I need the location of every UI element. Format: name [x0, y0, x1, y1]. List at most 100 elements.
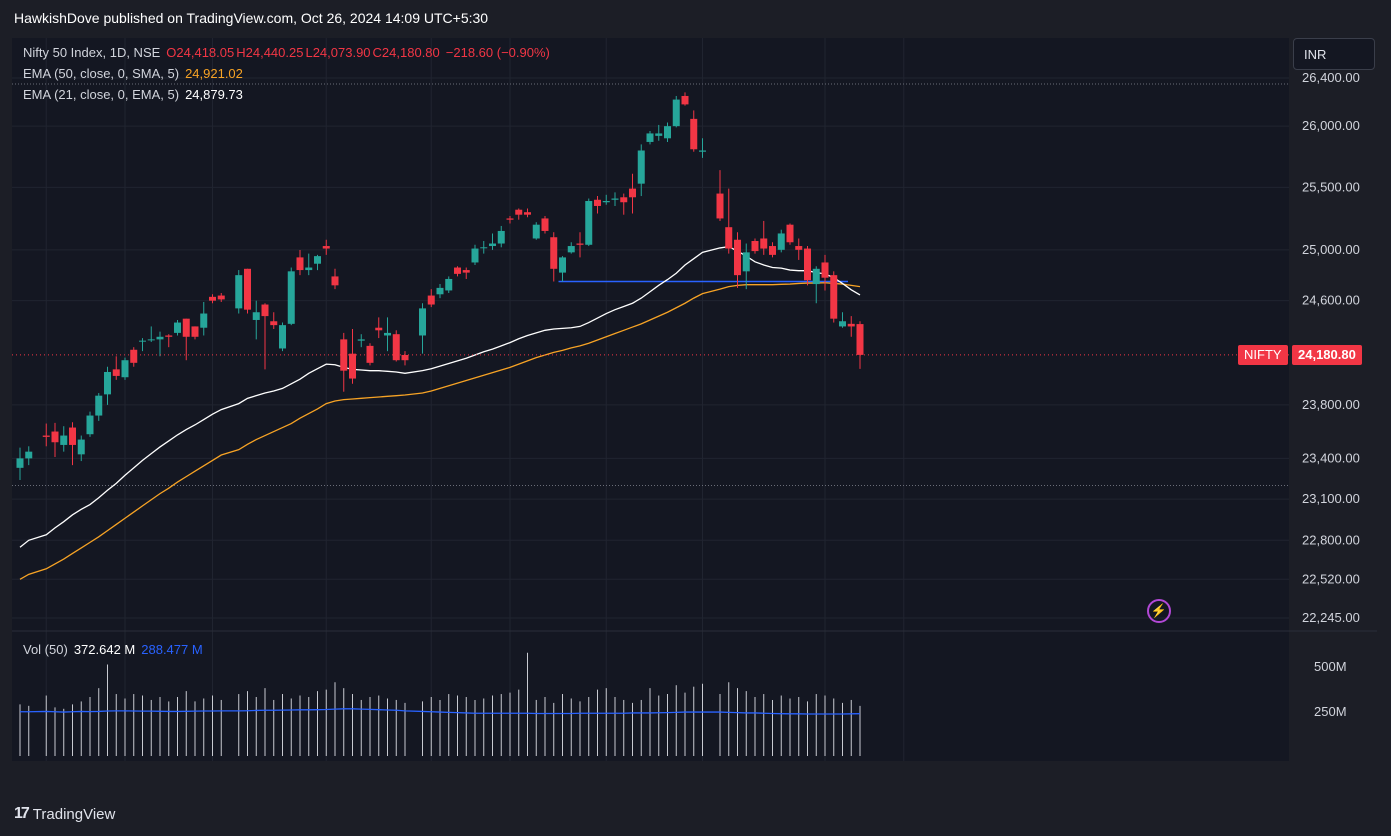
candle-body [217, 295, 225, 300]
candle-body [244, 268, 251, 310]
candle-body [524, 212, 531, 215]
candle-body [742, 252, 750, 272]
candle-body [576, 243, 584, 245]
candle-body [821, 262, 829, 278]
candle-body [716, 193, 724, 219]
change-value: −218.60 (−0.90%) [445, 45, 550, 60]
candle-body [392, 334, 400, 361]
candle-body [401, 354, 409, 361]
ema50-label: EMA (50, close, 0, SMA, 5) [23, 66, 180, 81]
currency-selector[interactable]: INR [1293, 38, 1375, 70]
candle-body [314, 256, 321, 264]
candle-body [375, 327, 383, 331]
candle-body [699, 150, 706, 152]
candle-body [812, 268, 820, 285]
candle-body [681, 95, 689, 105]
candle-body [366, 345, 374, 363]
candle-body [550, 237, 558, 269]
candle-body [847, 323, 855, 327]
candle-body [734, 239, 741, 276]
volume-tick-label: 500M [1314, 659, 1347, 674]
candle-body [454, 267, 461, 274]
candle-body [42, 435, 50, 437]
candle-body [86, 415, 94, 435]
volume-legend: Vol (50) 372.642 M 288.477 M [23, 642, 209, 657]
publisher-header: HawkishDove published on TradingView.com… [14, 10, 489, 26]
candle-body [611, 198, 619, 200]
candle-body [567, 246, 575, 253]
ema21-value: 24,879.73 [185, 87, 243, 102]
candle-body [340, 339, 348, 371]
candle-body [419, 308, 426, 336]
candle-body [585, 201, 593, 245]
candle-body [104, 371, 111, 395]
candle-body [594, 199, 601, 206]
candle-body [77, 439, 85, 455]
open-value: O24,418.05 [166, 45, 235, 60]
price-tick-label: 22,245.00 [1302, 610, 1360, 625]
candle-body [427, 295, 435, 305]
price-tick-label: 23,100.00 [1302, 491, 1360, 506]
candle-body [602, 201, 610, 203]
candle-body [200, 313, 208, 328]
candle-body [664, 126, 671, 139]
candle-body [445, 278, 453, 291]
candle-body [559, 257, 566, 273]
candle-body [471, 248, 479, 263]
candle-body [270, 321, 278, 326]
candle-body [480, 247, 488, 249]
candle-body [349, 353, 356, 379]
candle-body [121, 360, 129, 378]
candle-body [489, 243, 496, 247]
price-tick-label: 23,400.00 [1302, 450, 1360, 465]
candle-body [620, 197, 628, 203]
candle-body [305, 267, 313, 271]
candle-body [804, 248, 811, 281]
candle-body [515, 209, 523, 215]
ema50-legend: EMA (50, close, 0, SMA, 5) 24,921.02 [23, 66, 249, 81]
candle-body [541, 218, 549, 231]
candle-body [147, 339, 155, 341]
candle-body [672, 99, 680, 127]
price-tick-label: 25,500.00 [1302, 179, 1360, 194]
candle-body [209, 296, 216, 301]
candle-body [462, 270, 470, 273]
candle-body [174, 322, 181, 333]
volume-ma-line [20, 708, 861, 715]
price-tick-label: 25,000.00 [1302, 242, 1360, 257]
candle-body [331, 276, 339, 286]
candle-body [839, 321, 846, 327]
candle-body [16, 458, 24, 468]
price-chart[interactable]: 26,400.00 26,000.00 25,500.00 25,000.00 24,6… [12, 38, 1377, 761]
candle-body [60, 435, 68, 445]
price-tick-label: 24,600.00 [1302, 293, 1360, 308]
brand-name: TradingView [32, 805, 116, 823]
candle-body [139, 340, 146, 342]
chart-area[interactable] [12, 38, 1289, 761]
candle-body [646, 133, 654, 142]
close-value: C24,180.80 [372, 45, 440, 60]
footer-brand: 17 TradingView [14, 805, 115, 823]
candle-body [751, 241, 759, 252]
candle-body [235, 275, 243, 309]
candle-body [436, 287, 444, 295]
candle-body [637, 150, 645, 184]
low-value: L24,073.90 [305, 45, 371, 60]
candle-body [786, 224, 794, 243]
candle-body [112, 369, 120, 376]
candle-body [296, 257, 304, 271]
price-tick-label: 26,400.00 [1302, 70, 1360, 85]
tradingview-logo-icon: 17 [14, 805, 30, 822]
candle-body [156, 336, 164, 340]
candle-body [725, 227, 733, 249]
ema50-line [19, 282, 861, 580]
candle-body [191, 326, 199, 337]
candle-body [261, 304, 269, 317]
candle-body [25, 451, 33, 459]
volume-label: Vol (50) [23, 642, 68, 657]
candle-body [769, 246, 776, 255]
price-tick-label: 22,800.00 [1302, 532, 1360, 547]
candle-body [322, 246, 330, 249]
bolt-icon[interactable]: ⚡ [1147, 599, 1171, 623]
price-tick-label: 26,000.00 [1302, 118, 1360, 133]
